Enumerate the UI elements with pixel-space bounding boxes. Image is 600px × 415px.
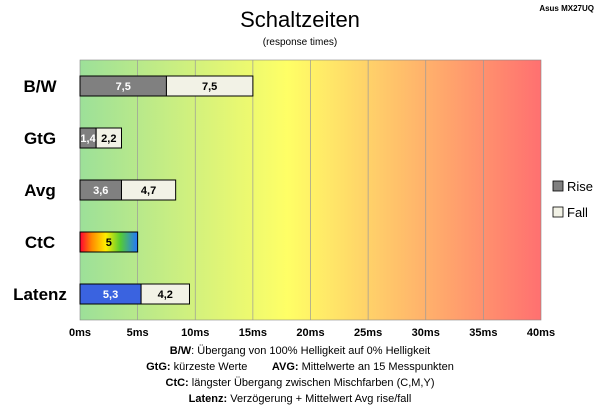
legend-label-fall: Fall — [567, 205, 588, 220]
category-label: GtG — [24, 129, 56, 148]
bar-fall — [165, 75, 254, 97]
chart-title: Schaltzeiten — [240, 7, 360, 32]
bars: 7,5 7,5 1,4 2,2 3,6 4,7 5 5,3 4,2 — [79, 75, 254, 305]
note-ctc: CtC: längster Übergang zwischen Mischfar… — [0, 375, 600, 391]
monitor-model-label: Asus MX27UQ — [539, 4, 594, 13]
legend-swatch-rise — [552, 180, 564, 192]
note-gtg-text: kürzeste Werte — [170, 361, 248, 373]
note-ctc-key: CtC: — [165, 377, 189, 389]
note-bw: B/W: Übergang von 100% Helligkeit auf 0%… — [0, 343, 600, 359]
legend-swatch-fall — [552, 206, 564, 218]
x-tick-labels: 0ms 5ms 10ms 15ms 20ms 25ms 30ms 35ms 40ms — [69, 327, 555, 339]
bar-label-rise: 5 — [106, 237, 112, 249]
category-labels: B/W GtG Avg CtC Latenz — [13, 77, 67, 304]
note-latenz-text: Verzögerung + Mittelwert Avg rise/fall — [227, 393, 412, 405]
chart-notes: B/W: Übergang von 100% Helligkeit auf 0%… — [0, 343, 600, 407]
bar-label-fall: 4,7 — [141, 185, 156, 197]
note-gtg-key: GtG: — [146, 361, 171, 373]
chart-subtitle: (response times) — [263, 37, 337, 48]
x-tick-label: 40ms — [527, 327, 555, 339]
x-tick-label: 30ms — [412, 327, 440, 339]
category-label: CtC — [25, 233, 55, 252]
category-label: Avg — [24, 181, 56, 200]
bar-label-fall: 2,2 — [101, 133, 116, 145]
x-tick-label: 25ms — [354, 327, 382, 339]
bar-label-rise: 5,3 — [103, 289, 118, 301]
x-tick-label: 35ms — [469, 327, 497, 339]
note-avg-text: Mittelwerte an 15 Messpunkten — [298, 361, 454, 373]
bar-fall — [120, 179, 177, 201]
x-tick-label: 10ms — [181, 327, 209, 339]
x-tick-label: 15ms — [239, 327, 267, 339]
note-bw-text: : Übergang von 100% Helligkeit auf 0% He… — [191, 345, 431, 357]
bar-label-rise: 3,6 — [93, 185, 108, 197]
bar-fall — [95, 127, 122, 149]
bar-label-rise: 7,5 — [116, 81, 131, 93]
bar-label-fall: 7,5 — [202, 81, 217, 93]
note-latenz-key: Latenz: — [188, 393, 228, 405]
category-label: B/W — [23, 77, 57, 96]
legend-label-rise: Rise — [567, 179, 593, 194]
bar-label-fall: 4,2 — [158, 289, 173, 301]
note-gtg-avg: GtG: kürzeste Werte AVG: Mittelwerte an … — [0, 359, 600, 375]
note-ctc-text: längster Übergang zwischen Mischfarben (… — [188, 377, 435, 389]
note-bw-key: B/W — [169, 345, 192, 357]
x-tick-label: 0ms — [69, 327, 91, 339]
x-tick-label: 5ms — [127, 327, 149, 339]
bar-label-rise: 1,4 — [80, 133, 96, 145]
note-avg-key: AVG: — [271, 361, 299, 373]
x-tick-label: 20ms — [296, 327, 324, 339]
note-latenz: Latenz: Verzögerung + Mittelwert Avg ris… — [0, 391, 600, 407]
bar-rise — [79, 231, 139, 253]
category-label: Latenz — [13, 285, 67, 304]
bar-fall — [140, 283, 190, 305]
legend: Rise Fall — [552, 179, 593, 220]
